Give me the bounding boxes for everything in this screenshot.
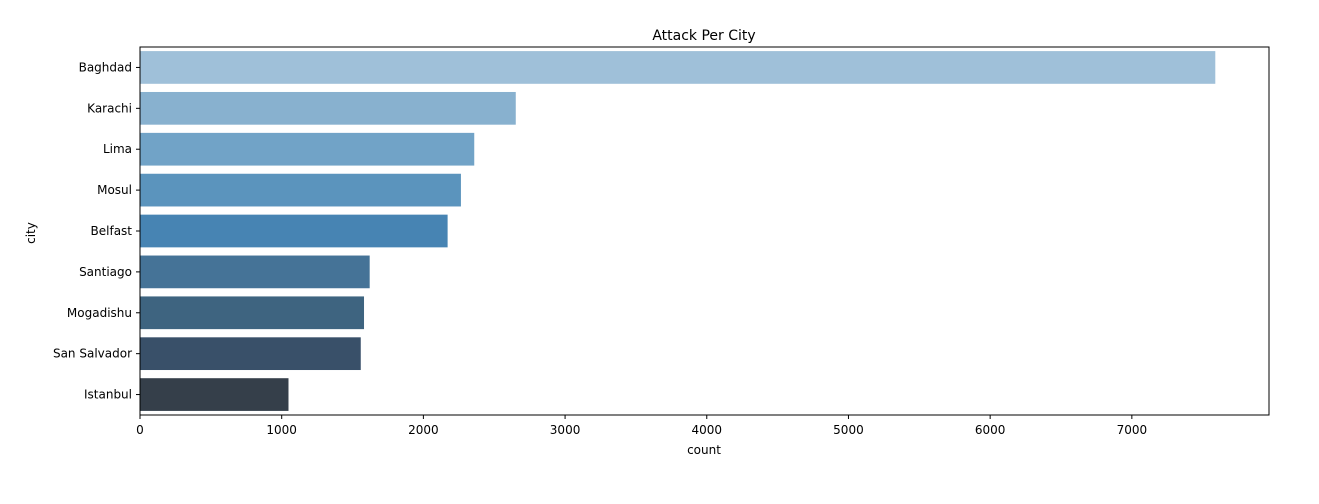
bar-lima: [140, 132, 475, 166]
x-tick-label: 4000: [691, 423, 722, 437]
bar-belfast: [140, 214, 448, 248]
bar-mosul: [140, 173, 461, 207]
bar-baghdad: [140, 51, 1216, 84]
x-tick-label: 1000: [266, 423, 297, 437]
bar-santiago: [140, 255, 370, 289]
y-tick-label: Lima: [103, 142, 132, 156]
x-axis: 0 1000 2000 3000 4000 5000 6000 7000: [136, 415, 1147, 437]
y-tick-label: Karachi: [87, 101, 132, 115]
y-axis: Baghdad Karachi Lima Mosul Belfast Santiago Mo…: [53, 60, 140, 402]
x-tick-label: 3000: [550, 423, 581, 437]
x-tick-label: 2000: [408, 423, 439, 437]
y-tick-label: Mosul: [97, 183, 132, 197]
bar-karachi: [140, 91, 516, 125]
y-tick-label: Santiago: [79, 265, 132, 279]
y-tick-label: Belfast: [91, 224, 133, 238]
x-tick-label: 5000: [833, 423, 864, 437]
x-axis-title: count: [687, 443, 721, 457]
x-tick-label: 6000: [975, 423, 1006, 437]
y-tick-label: Mogadishu: [67, 306, 132, 320]
y-tick-label: Baghdad: [79, 60, 132, 74]
bar-san-salvador: [140, 337, 361, 371]
x-tick-label: 0: [136, 423, 144, 437]
plot-area-frame: [139, 46, 1270, 416]
x-tick-label: 7000: [1117, 423, 1148, 437]
bars-group: [140, 51, 1216, 411]
bar-istanbul: [140, 378, 289, 411]
y-tick-label: San Salvador: [53, 347, 132, 361]
bar-mogadishu: [140, 296, 365, 330]
y-axis-title: city: [24, 222, 38, 244]
chart-title: Attack Per City: [652, 28, 755, 44]
y-tick-label: Istanbul: [84, 388, 132, 402]
